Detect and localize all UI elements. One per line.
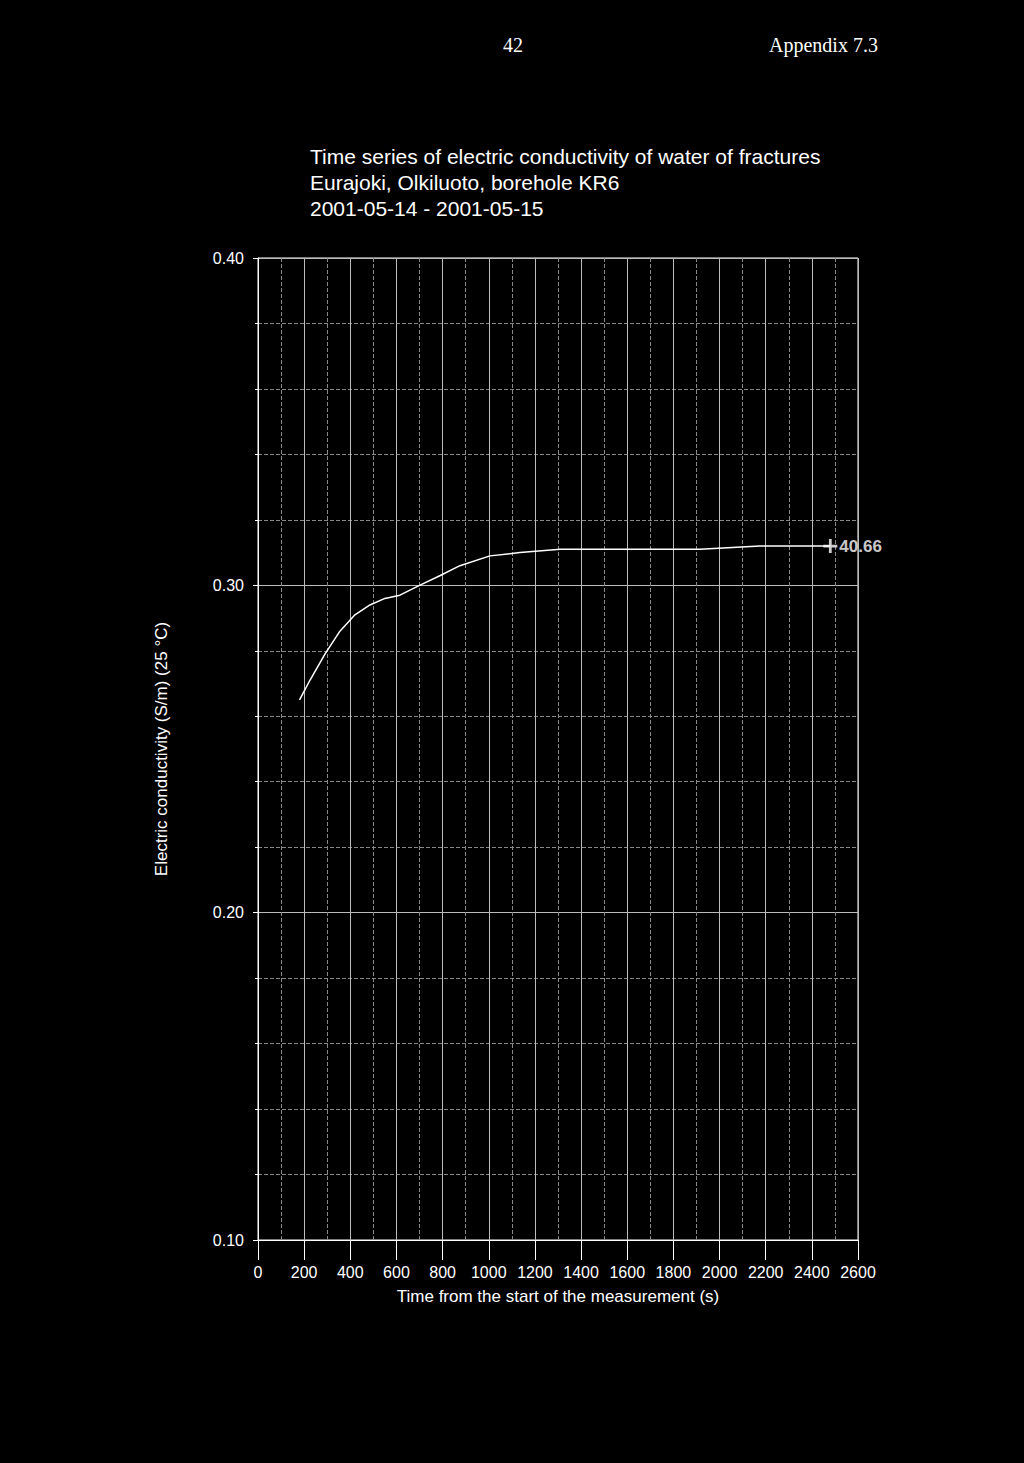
svg-text:1600: 1600 [609, 1264, 645, 1281]
svg-text:2000: 2000 [702, 1264, 738, 1281]
svg-text:42: 42 [503, 34, 523, 56]
svg-text:0.20: 0.20 [213, 904, 244, 921]
svg-text:2200: 2200 [748, 1264, 784, 1281]
svg-text:Appendix 7.3: Appendix 7.3 [769, 34, 878, 57]
svg-text:200: 200 [291, 1264, 318, 1281]
svg-text:Eurajoki, Olkiluoto, borehole: Eurajoki, Olkiluoto, borehole KR6 [310, 171, 619, 194]
svg-text:400: 400 [337, 1264, 364, 1281]
svg-text:40.66: 40.66 [839, 537, 882, 556]
svg-text:2400: 2400 [794, 1264, 830, 1281]
svg-text:0.30: 0.30 [213, 577, 244, 594]
svg-text:1800: 1800 [656, 1264, 692, 1281]
svg-text:600: 600 [383, 1264, 410, 1281]
svg-text:Time from the start of the mea: Time from the start of the measurement (… [397, 1287, 719, 1306]
svg-text:800: 800 [429, 1264, 456, 1281]
svg-text:2001-05-14 - 2001-05-15: 2001-05-14 - 2001-05-15 [310, 197, 544, 220]
svg-text:2600: 2600 [840, 1264, 876, 1281]
svg-text:Time series of electric conduc: Time series of electric conductivity of … [310, 145, 820, 168]
svg-text:0.40: 0.40 [213, 250, 244, 267]
svg-text:1000: 1000 [471, 1264, 507, 1281]
svg-text:1400: 1400 [563, 1264, 599, 1281]
svg-text:1200: 1200 [517, 1264, 553, 1281]
svg-text:0.10: 0.10 [213, 1232, 244, 1249]
svg-text:0: 0 [254, 1264, 263, 1281]
svg-text:Electric conductivity (S/m) (2: Electric conductivity (S/m) (25 °C) [152, 622, 171, 876]
